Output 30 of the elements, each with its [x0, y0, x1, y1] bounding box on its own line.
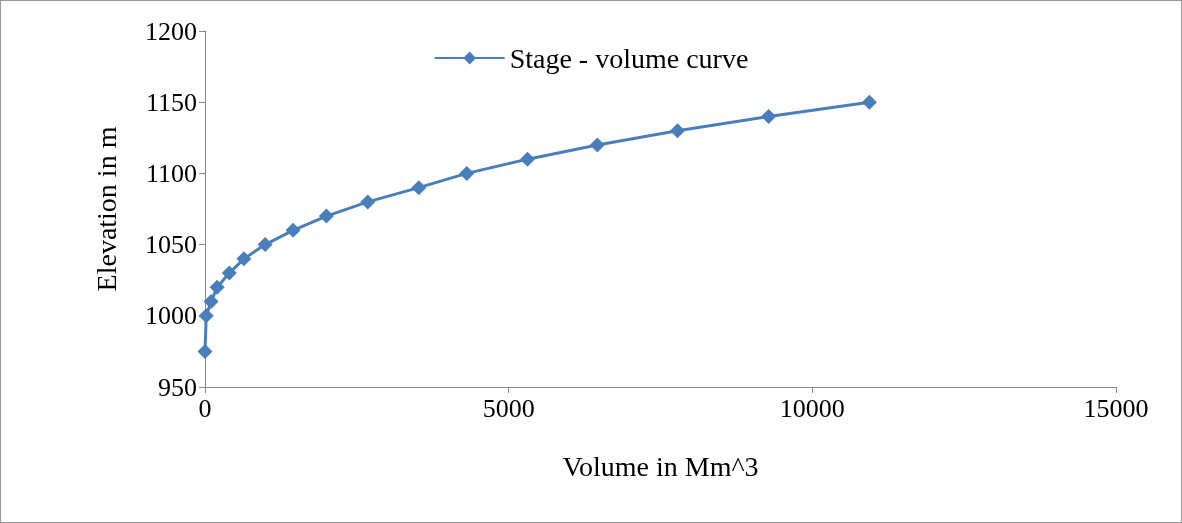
legend-label: Stage - volume curve	[509, 42, 749, 74]
x-tick-label: 10000	[779, 393, 845, 423]
point	[519, 151, 535, 167]
y-tick-label: 1100	[145, 158, 197, 188]
x-tick-label: 0	[198, 393, 212, 423]
point	[221, 265, 237, 281]
point	[257, 237, 273, 253]
point	[761, 108, 777, 124]
point	[285, 222, 301, 238]
point	[411, 180, 427, 196]
point	[198, 308, 214, 324]
point	[318, 208, 334, 224]
point	[236, 251, 252, 267]
point	[203, 294, 219, 310]
x-tick-label: 15000	[1083, 393, 1149, 423]
point	[360, 194, 376, 210]
y-tick-label: 950	[158, 372, 197, 402]
point	[209, 279, 225, 295]
point	[861, 94, 877, 110]
point	[589, 137, 605, 153]
point	[459, 165, 475, 181]
y-tick-label: 1200	[145, 16, 197, 46]
y-tick-label: 1150	[145, 87, 197, 117]
point	[670, 123, 686, 139]
x-tick-label: 5000	[482, 393, 535, 423]
x-axis-title: Volume in Mm^3	[562, 450, 759, 482]
y-tick-label: 1050	[145, 230, 197, 260]
point	[197, 343, 213, 359]
y-tick-label: 1000	[145, 301, 197, 331]
y-axis-title: Elevation in m	[90, 126, 122, 292]
